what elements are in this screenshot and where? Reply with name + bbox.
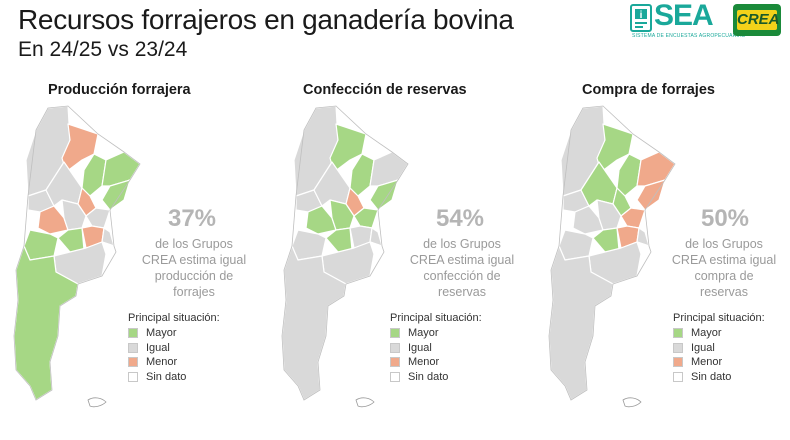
percent-value: 37% [167, 205, 217, 232]
legend-swatch [128, 328, 138, 339]
argentina-map [281, 105, 409, 408]
region-corrientes [636, 179, 666, 211]
legend-label: Igual [408, 341, 432, 354]
legend-title: Principal situación: [390, 312, 482, 324]
legend-label: Sin dato [408, 370, 449, 383]
crea-logo-text: CREA [737, 10, 780, 30]
percent-value: 54% [435, 205, 485, 232]
legend-label: Sin dato [146, 370, 187, 383]
malvinas-islands [622, 397, 642, 408]
crea-logo: CREA [733, 4, 781, 36]
legend-item-menor: Menor [128, 355, 220, 370]
panel-title: Compra de forrajes [582, 82, 715, 98]
region-nea-north [329, 123, 367, 173]
sea-logo-subtext: SISTEMA DE ENCUESTAS AGROPECUARIAS [632, 33, 746, 39]
region-misiones [369, 151, 409, 187]
legend-item-sin-dato: Sin dato [128, 370, 220, 385]
map-legend: Principal situación: Mayor Igual Menor Sin d… [390, 312, 482, 384]
country-outline [281, 105, 409, 401]
legend-label: Mayor [146, 327, 177, 340]
sea-logo-text: SEA [654, 0, 714, 32]
region-chaco [349, 153, 375, 197]
legend-item-mayor: Mayor [673, 326, 765, 341]
percent-description: de los Grupos CREA estima igual confecci… [409, 237, 515, 299]
legend-item-menor: Menor [673, 355, 765, 370]
legend-item-igual: Igual [128, 341, 220, 356]
region-nea-north [61, 123, 99, 173]
legend-item-mayor: Mayor [390, 326, 482, 341]
legend-item-menor: Menor [390, 355, 482, 370]
region-nea-north [596, 123, 634, 173]
svg-text:i: i [640, 10, 643, 21]
legend-label: Menor [691, 356, 723, 369]
malvinas-islands [87, 397, 107, 408]
region-lapampa [558, 229, 594, 261]
panel-title: Producción forrajera [48, 82, 191, 98]
legend-item-igual: Igual [673, 341, 765, 356]
sea-logo-icon: i [630, 4, 652, 32]
map-legend: Principal situación: Mayor Igual Menor Sin d… [673, 312, 765, 384]
percent-description: de los Grupos CREA estima igual compra d… [671, 237, 777, 299]
legend-title: Principal situación: [128, 312, 220, 324]
argentina-map [548, 105, 676, 408]
percent-value: 50% [700, 205, 750, 232]
page-title: Recursos forrajeros en ganadería bovina [18, 4, 514, 35]
legend-item-igual: Igual [390, 341, 482, 356]
legend-swatch [390, 342, 400, 353]
legend-item-sin-dato: Sin dato [673, 370, 765, 385]
region-misiones [636, 151, 676, 187]
map-legend: Principal situación: Mayor Igual Menor Sin d… [128, 312, 220, 384]
legend-swatch [673, 328, 683, 339]
legend-swatch [673, 357, 683, 368]
legend-label: Menor [146, 356, 178, 369]
legend-swatch [128, 371, 138, 382]
legend-swatch [128, 357, 138, 368]
country-outline [13, 105, 141, 401]
legend-swatch [390, 328, 400, 339]
sea-logo: i SEA SISTEMA DE ENCUESTAS AGROPECUARIAS [630, 0, 745, 42]
page-subtitle: En 24/25 vs 23/24 [18, 38, 188, 61]
region-misiones [101, 151, 141, 187]
panel-title: Confección de reservas [303, 82, 467, 98]
legend-item-sin-dato: Sin dato [390, 370, 482, 385]
percent-description: de los Grupos CREA estima igual producci… [141, 237, 247, 299]
region-chaco [81, 153, 107, 197]
legend-label: Menor [408, 356, 440, 369]
legend-label: Sin dato [691, 370, 732, 383]
panel-confeccion: Confección de reservas 54% de los Grupos… [268, 0, 528, 438]
legend-swatch [673, 371, 683, 382]
region-lapampa [291, 229, 327, 261]
legend-swatch [390, 357, 400, 368]
legend-label: Igual [146, 341, 170, 354]
malvinas-islands [355, 397, 375, 408]
legend-swatch [390, 371, 400, 382]
legend-label: Igual [691, 341, 715, 354]
legend-label: Mayor [408, 327, 439, 340]
legend-label: Mayor [691, 327, 722, 340]
panel-produccion: Producción forrajera 37% de los Grupos C… [0, 0, 260, 438]
legend-item-mayor: Mayor [128, 326, 220, 341]
region-corrientes [369, 179, 399, 211]
legend-swatch [673, 342, 683, 353]
argentina-map [13, 105, 141, 408]
region-corrientes [101, 179, 131, 211]
legend-swatch [128, 342, 138, 353]
region-chaco [616, 153, 642, 197]
panel-compra: Compra de forrajes 50% de los Grupos CRE… [535, 0, 790, 438]
region-lapampa [23, 229, 59, 261]
legend-title: Principal situación: [673, 312, 765, 324]
country-outline [548, 105, 676, 401]
